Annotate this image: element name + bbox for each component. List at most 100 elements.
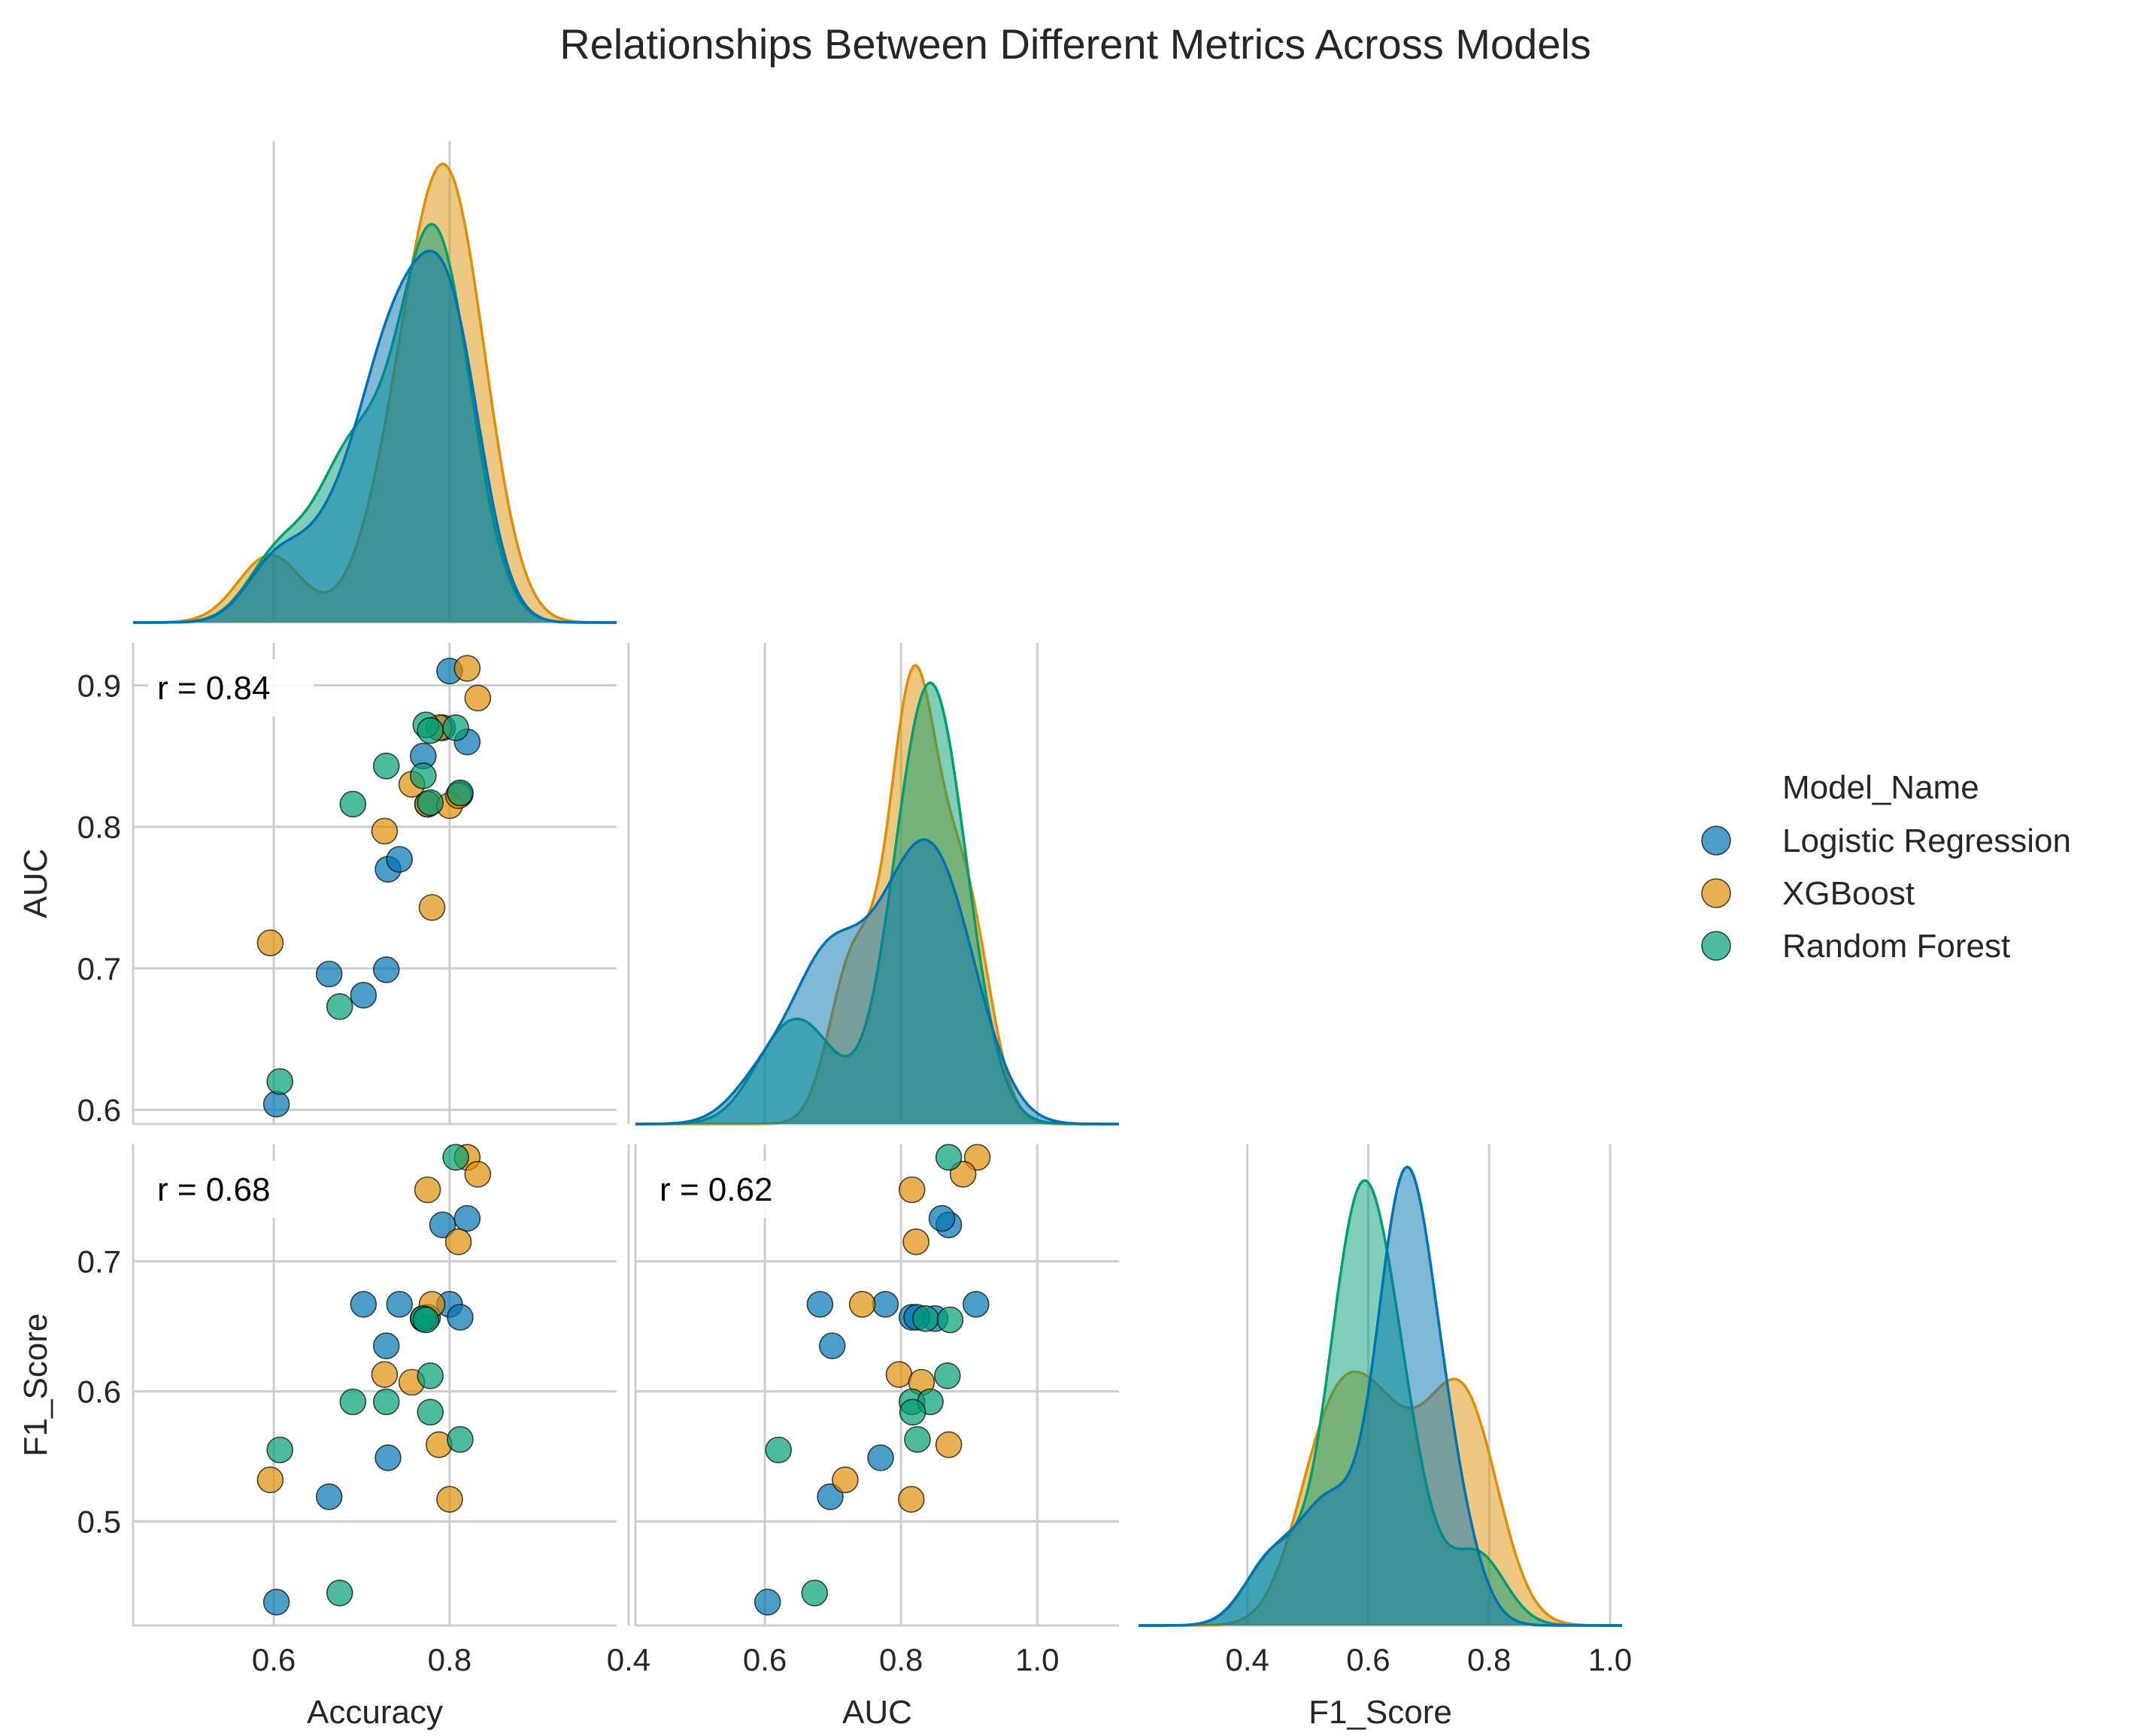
data-point-random-forest: [442, 714, 469, 741]
correlation-label: r = 0.62: [660, 1171, 772, 1208]
y-tick-label: 0.6: [77, 1374, 121, 1410]
legend: Model_Name Logistic Regression XGBoost Rand…: [1701, 769, 2071, 965]
data-point-random-forest: [935, 1144, 963, 1171]
data-point-random-forest: [417, 717, 444, 744]
x-axis-label: AUC: [842, 1694, 912, 1731]
x-tick-label: 1.0: [1015, 1642, 1059, 1677]
data-point-random-forest: [326, 1580, 353, 1607]
legend-entry: XGBoost: [1782, 875, 1915, 912]
legend-marker-xgboost: [1701, 878, 1731, 908]
data-point-logistic-regression: [429, 1211, 456, 1238]
correlation-label-box: [650, 1161, 816, 1218]
data-point-xgboost: [256, 1466, 284, 1494]
data-point-logistic-regression: [928, 1204, 956, 1232]
x-axis-label: F1_Score: [1309, 1694, 1452, 1731]
data-point-logistic-regression: [754, 1589, 781, 1616]
data-point-random-forest: [409, 762, 437, 789]
panel-f1_score-vs-f1_score: 0.4 0.6 0.8 1.0 F1_Score: [1139, 1144, 1632, 1731]
data-point-random-forest: [372, 1388, 400, 1416]
data-point-xgboost: [848, 1291, 876, 1318]
chart-title: Relationships Between Different Metrics …: [560, 20, 1591, 68]
x-tick-label: 0.6: [1346, 1642, 1390, 1677]
kde-line-logistic-regression: [635, 838, 1119, 1126]
x-tick-label: 0.6: [252, 1642, 296, 1677]
data-point-random-forest: [936, 1306, 964, 1334]
data-point-logistic-regression: [818, 1332, 846, 1359]
kde-line-logistic-regression: [1139, 1165, 1622, 1627]
correlation-label: r = 0.68: [157, 1171, 270, 1208]
data-point-logistic-regression: [315, 1483, 343, 1510]
data-point-xgboost: [464, 684, 492, 712]
kde-fill-logistic-regression: [133, 250, 617, 623]
data-point-logistic-regression: [262, 1589, 290, 1616]
data-point-random-forest: [801, 1580, 828, 1607]
x-axis-label: Accuracy: [307, 1694, 443, 1731]
x-tick-label: 0.8: [428, 1642, 472, 1677]
kde-fill-logistic-regression: [1139, 1167, 1622, 1625]
data-point-logistic-regression: [386, 1291, 414, 1318]
y-tick-label: 0.9: [77, 668, 121, 703]
legend-title: Model_Name: [1782, 769, 1979, 806]
data-point-random-forest: [417, 789, 444, 816]
data-point-logistic-regression: [806, 1291, 834, 1318]
data-point-random-forest: [417, 1398, 444, 1426]
data-point-random-forest: [912, 1305, 939, 1332]
panel-accuracy-vs-accuracy: [133, 141, 617, 624]
data-point-logistic-regression: [867, 1444, 894, 1471]
legend-marker-random-forest: [1701, 931, 1731, 961]
data-point-xgboost: [436, 1486, 463, 1513]
data-point-random-forest: [934, 1362, 961, 1389]
data-point-xgboost: [414, 1176, 441, 1204]
data-point-random-forest: [447, 779, 474, 807]
data-point-xgboost: [885, 1361, 913, 1388]
data-point-random-forest: [447, 1425, 474, 1453]
data-point-logistic-regression: [375, 1444, 402, 1471]
correlation-label-box: [148, 659, 314, 717]
data-point-xgboost: [902, 1228, 929, 1256]
data-point-logistic-regression: [372, 956, 400, 983]
data-point-xgboost: [832, 1466, 859, 1494]
data-point-random-forest: [417, 1362, 444, 1389]
data-point-xgboost: [453, 655, 481, 682]
x-tick-label: 1.0: [1588, 1642, 1632, 1677]
data-point-logistic-regression: [963, 1291, 990, 1318]
kde-fill-xgboost: [635, 665, 1119, 1124]
data-point-logistic-regression: [386, 846, 414, 873]
data-point-xgboost: [371, 1361, 399, 1388]
data-point-logistic-regression: [817, 1483, 844, 1510]
x-tick-label: 0.8: [879, 1642, 923, 1677]
data-point-random-forest: [442, 1144, 469, 1171]
data-point-random-forest: [904, 1425, 931, 1453]
data-point-xgboost: [444, 1228, 472, 1256]
data-point-xgboost: [256, 929, 284, 956]
panel-auc-vs-auc: [627, 643, 1119, 1126]
panel-accuracy-vs-auc: r = 0.84 0.6 0.7 0.8 0.9 AUC: [17, 643, 617, 1128]
data-point-random-forest: [372, 752, 400, 780]
data-point-xgboost: [898, 1486, 925, 1513]
data-point-xgboost: [935, 1431, 963, 1459]
legend-marker-logistic-regression: [1701, 826, 1731, 856]
kde-fill-logistic-regression: [635, 839, 1119, 1124]
legend-entry: Logistic Regression: [1782, 823, 2071, 859]
kde-line-logistic-regression: [133, 249, 617, 624]
data-point-logistic-regression: [372, 1332, 400, 1359]
x-tick-label: 0.4: [1225, 1642, 1269, 1677]
x-tick-label: 0.8: [1467, 1642, 1511, 1677]
y-tick-label: 0.5: [77, 1504, 121, 1540]
data-point-xgboost: [464, 1161, 492, 1188]
y-axis-label: AUC: [17, 849, 54, 919]
correlation-label-box: [148, 1161, 314, 1218]
x-tick-label: 0.4: [607, 1642, 650, 1677]
panel-auc-vs-f1_score: r = 0.62 0.4 0.6 0.8 1.0 AUC: [607, 1144, 1119, 1731]
y-axis-label: F1_Score: [17, 1313, 54, 1457]
data-point-random-forest: [765, 1436, 792, 1464]
data-point-xgboost: [418, 894, 446, 921]
panel-grid: r = 0.84 0.6 0.7 0.8 0.9 AUC r = 0.68 0.5 0.6 0.7…: [17, 141, 1632, 1731]
data-point-random-forest: [412, 1306, 440, 1334]
data-point-logistic-regression: [262, 1090, 290, 1118]
data-point-logistic-regression: [447, 1304, 474, 1331]
correlation-label: r = 0.84: [157, 670, 270, 707]
panel-accuracy-vs-f1_score: r = 0.68 0.5 0.6 0.7 F1_Score 0.6 0.8 Accuracy: [17, 1144, 617, 1731]
data-point-random-forest: [326, 993, 353, 1020]
